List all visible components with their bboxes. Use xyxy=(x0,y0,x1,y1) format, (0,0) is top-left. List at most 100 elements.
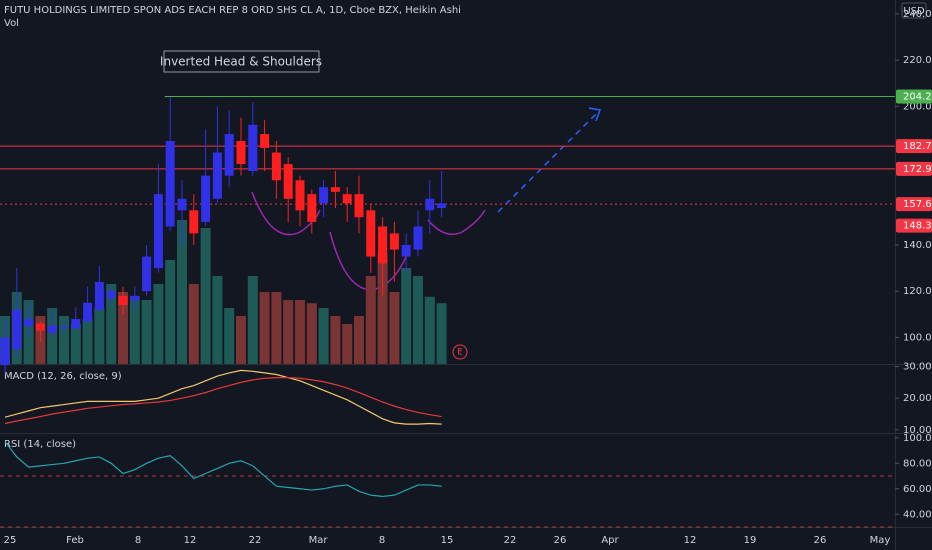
candle-body xyxy=(153,194,163,269)
right-shoulder xyxy=(427,209,486,235)
candle-body xyxy=(283,164,293,199)
candle-body xyxy=(201,175,211,222)
earnings-label[interactable]: E xyxy=(457,348,463,358)
candle-body xyxy=(94,281,104,310)
volume-bar xyxy=(318,308,329,364)
indicator-line xyxy=(4,377,442,425)
candle-body xyxy=(165,140,175,227)
volume-bar xyxy=(224,308,235,364)
candle-body xyxy=(47,325,57,333)
x-tick-label: 22 xyxy=(249,535,262,546)
y-tick-label: 20.00 xyxy=(903,393,932,404)
volume-bar xyxy=(236,316,246,364)
x-tick-label: 12 xyxy=(184,535,197,546)
candle-body xyxy=(35,323,45,331)
y-tick-label: 140.00 xyxy=(903,240,932,251)
macd-title: MACD (12, 26, close, 9) xyxy=(4,371,122,382)
price-tag-label: 157.65 xyxy=(903,199,932,210)
volume-bar xyxy=(70,324,81,364)
volume-bar xyxy=(271,292,282,364)
x-tick-label: Apr xyxy=(601,535,619,546)
candle-body xyxy=(142,256,152,292)
volume-bar xyxy=(59,316,69,364)
price-tag-label: 204.22 xyxy=(903,92,932,103)
candle-body xyxy=(106,291,116,299)
candle-body xyxy=(0,337,10,366)
rsi-title: RSI (14, close) xyxy=(4,439,76,450)
annotation-box xyxy=(163,50,320,73)
price-tag xyxy=(896,139,932,154)
y-tick-label: 220.00 xyxy=(903,55,932,66)
volume-bar xyxy=(330,316,341,364)
candle-body xyxy=(24,318,34,326)
candle-body xyxy=(83,302,93,322)
volume-bar xyxy=(165,260,176,364)
projection-arrow xyxy=(497,111,599,213)
volume-bar xyxy=(153,284,164,364)
candle-body xyxy=(212,152,222,199)
x-tick-label: 8 xyxy=(135,535,141,546)
y-tick-label: 30.00 xyxy=(903,362,932,373)
candle-body xyxy=(177,198,187,211)
volume-bar xyxy=(354,316,364,364)
candle-body xyxy=(295,180,305,211)
y-tick-label: 60.00 xyxy=(903,484,932,495)
price-tag xyxy=(896,161,932,176)
candle-body xyxy=(130,295,140,301)
x-tick-label: 26 xyxy=(814,535,827,546)
x-tick-label: May xyxy=(870,535,891,546)
volume-bar xyxy=(377,252,388,364)
candle-body xyxy=(248,124,258,172)
price-tag-label: 172.92 xyxy=(903,164,932,175)
volume-bar xyxy=(200,228,211,364)
candle-body xyxy=(307,194,317,222)
volume-bar xyxy=(401,268,412,364)
price-tag-label: 148.36 xyxy=(903,221,932,232)
volume-bar xyxy=(106,284,117,364)
candle-body xyxy=(189,210,199,234)
x-tick-label: Mar xyxy=(309,535,329,546)
y-tick-label: 120.00 xyxy=(903,286,932,297)
volume-bar xyxy=(295,300,305,364)
candle-body xyxy=(425,198,435,211)
candle-body xyxy=(330,187,340,192)
earnings-marker[interactable] xyxy=(452,344,468,360)
volume-bar xyxy=(94,308,105,364)
volume-bar xyxy=(342,324,353,364)
candle-body xyxy=(366,210,376,257)
indicator-line xyxy=(4,369,442,425)
volume-bar xyxy=(365,276,376,364)
y-tick-label: 10.00 xyxy=(903,425,932,436)
volume-bar xyxy=(259,292,270,364)
candle-body xyxy=(389,233,399,250)
y-tick-label: 100.00 xyxy=(903,433,932,444)
candle-body xyxy=(236,140,246,165)
volume-bar xyxy=(306,303,317,364)
volume-bar xyxy=(413,276,423,364)
price-tag xyxy=(896,197,932,212)
currency-box[interactable] xyxy=(901,2,927,19)
candle-body xyxy=(342,194,352,204)
volume-bar xyxy=(188,284,199,364)
indicator-line xyxy=(4,441,442,498)
price-tag-label: 182.79 xyxy=(903,141,932,152)
volume-bar xyxy=(247,276,258,364)
candle-body xyxy=(118,295,128,306)
currency[interactable]: USD xyxy=(903,6,925,17)
volume-label: Vol xyxy=(4,18,19,29)
price-tag xyxy=(896,89,932,104)
candle-body xyxy=(59,327,69,329)
y-tick-label: 200.00 xyxy=(903,101,932,112)
annotation: Inverted Head & Shoulders xyxy=(160,55,322,69)
volume-bar xyxy=(82,319,93,364)
volume-bar xyxy=(129,296,140,364)
price-tag xyxy=(896,218,932,233)
volume-bar xyxy=(118,292,128,364)
candle-body xyxy=(413,226,423,250)
arrow-head xyxy=(588,107,602,122)
candle-body xyxy=(271,152,281,181)
candle-body xyxy=(319,187,329,204)
x-tick-label: 22 xyxy=(504,535,517,546)
